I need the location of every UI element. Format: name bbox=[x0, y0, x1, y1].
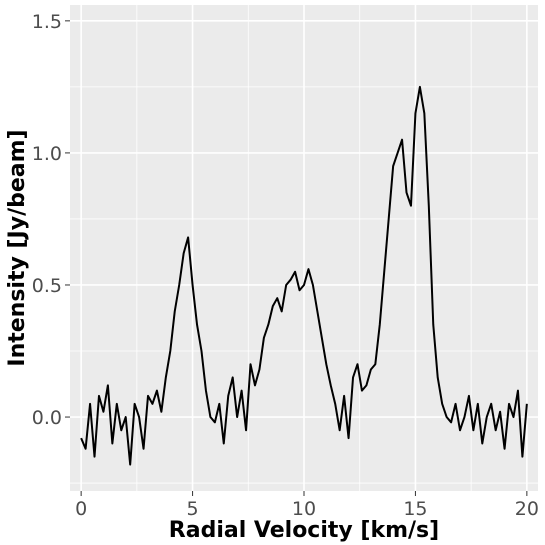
x-tick-label: 15 bbox=[403, 498, 427, 520]
y-axis-title: Intensity [Jy/beam] bbox=[5, 129, 30, 366]
x-tick-label: 10 bbox=[292, 498, 316, 520]
y-tick-label: 1.5 bbox=[32, 11, 62, 33]
x-tick-label: 5 bbox=[187, 498, 199, 520]
x-tick-label: 20 bbox=[515, 498, 539, 520]
x-axis-ticks: 0 5 10 15 20 bbox=[75, 491, 539, 520]
y-tick-label: 1.0 bbox=[32, 143, 62, 165]
y-axis-ticks: 0.0 0.5 1.0 1.5 bbox=[32, 11, 70, 429]
x-axis-title: Radial Velocity [km/s] bbox=[169, 518, 439, 543]
y-tick-label: 0.5 bbox=[32, 275, 62, 297]
spectrum-line bbox=[80, 85, 528, 466]
y-tick-label: 0.0 bbox=[32, 407, 62, 429]
x-tick-label: 0 bbox=[75, 498, 87, 520]
